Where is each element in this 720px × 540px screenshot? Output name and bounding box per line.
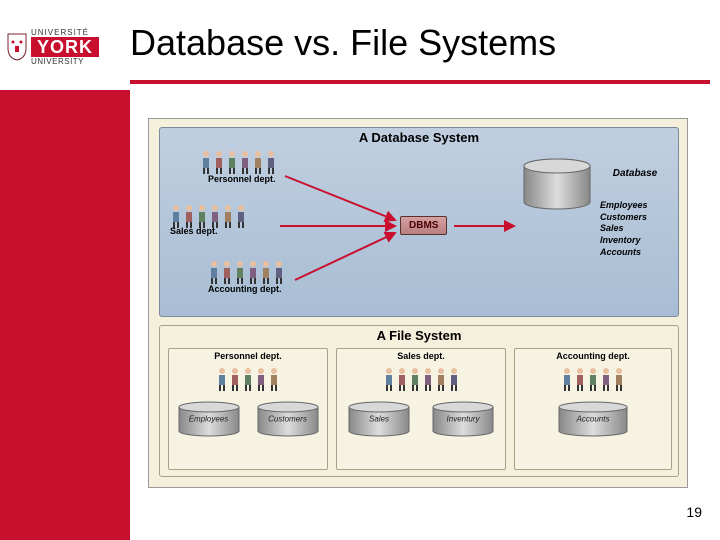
fs-dept-label: Accounting dept.: [515, 349, 671, 363]
person-icon: [422, 367, 434, 391]
person-icon: [239, 150, 251, 174]
person-icon: [242, 367, 254, 391]
database-cylinder: [522, 158, 592, 215]
person-icon: [216, 367, 228, 391]
person-icon: [268, 367, 280, 391]
file-cylinder: Employees: [177, 401, 241, 437]
fs-panel-title: A File System: [160, 326, 678, 343]
file-label: Accounts: [557, 415, 629, 424]
person-icon: [208, 260, 220, 284]
crest-icon: [6, 32, 28, 62]
table-name: Inventory: [600, 235, 648, 247]
person-icon: [213, 150, 225, 174]
person-icon: [196, 204, 208, 228]
dbms-box: DBMS: [400, 216, 447, 235]
fs-dept-sales: Sales dept. Sales Inventury: [336, 348, 506, 470]
logo-universite: UNIVERSITÉ: [31, 29, 99, 37]
file-label: Sales: [347, 415, 411, 424]
dept-label: Accounting dept.: [208, 284, 285, 294]
person-icon: [183, 204, 195, 228]
database-label: Database: [600, 168, 670, 179]
page-number: 19: [686, 504, 702, 520]
person-icon: [587, 367, 599, 391]
fs-dept-accounting: Accounting dept. Accounts: [514, 348, 672, 470]
person-icon: [234, 260, 246, 284]
person-icon: [229, 367, 241, 391]
york-logo: UNIVERSITÉ YORK UNIVERSITY: [6, 22, 124, 72]
person-icon: [561, 367, 573, 391]
arrows-to-dbms: [280, 158, 410, 298]
person-icon: [613, 367, 625, 391]
file-cylinder: Customers: [256, 401, 320, 437]
person-icon: [409, 367, 421, 391]
table-name: Customers: [600, 212, 648, 224]
person-icon: [574, 367, 586, 391]
table-name: Employees: [600, 200, 648, 212]
db-panel-title: A Database System: [160, 128, 678, 145]
fs-dept-label: Personnel dept.: [169, 349, 327, 363]
dept-accounting: Accounting dept.: [208, 260, 285, 294]
person-icon: [396, 367, 408, 391]
person-icon: [252, 150, 264, 174]
person-icon: [235, 204, 247, 228]
red-sidebar: [0, 90, 130, 540]
person-icon: [255, 367, 267, 391]
file-system-panel: A File System Personnel dept. Employees …: [159, 325, 679, 477]
person-icon: [226, 150, 238, 174]
database-tables: Employees Customers Sales Inventory Acco…: [600, 200, 648, 258]
file-label: Inventury: [431, 415, 495, 424]
person-icon: [222, 204, 234, 228]
person-icon: [383, 367, 395, 391]
cylinder-icon: [522, 158, 592, 210]
dept-label: Personnel dept.: [208, 174, 277, 184]
person-icon: [209, 204, 221, 228]
logo-university: UNIVERSITY: [31, 58, 99, 66]
title-underline: [130, 80, 710, 84]
file-cylinder: Inventury: [431, 401, 495, 437]
dept-personnel: Personnel dept.: [200, 150, 277, 184]
diagram-container: A Database System Personnel dept. Sales …: [148, 118, 688, 488]
person-icon: [247, 260, 259, 284]
table-name: Accounts: [600, 247, 648, 259]
person-icon: [221, 260, 233, 284]
file-label: Customers: [256, 415, 320, 424]
logo-york: YORK: [31, 37, 99, 57]
person-icon: [600, 367, 612, 391]
person-icon: [448, 367, 460, 391]
person-icon: [260, 260, 272, 284]
database-system-panel: A Database System Personnel dept. Sales …: [159, 127, 679, 317]
fs-dept-label: Sales dept.: [337, 349, 505, 363]
slide-header: UNIVERSITÉ YORK UNIVERSITY Database vs. …: [0, 0, 720, 90]
file-label: Employees: [177, 415, 241, 424]
file-cylinder: Sales: [347, 401, 411, 437]
person-icon: [170, 204, 182, 228]
arrow-dbms-to-db: [452, 218, 522, 234]
file-cylinder: Accounts: [557, 401, 629, 437]
person-icon: [265, 150, 277, 174]
fs-dept-personnel: Personnel dept. Employees Customers: [168, 348, 328, 470]
person-icon: [200, 150, 212, 174]
table-name: Sales: [600, 223, 648, 235]
slide-title: Database vs. File Systems: [130, 22, 556, 64]
person-icon: [435, 367, 447, 391]
dept-sales: Sales dept.: [170, 204, 247, 236]
